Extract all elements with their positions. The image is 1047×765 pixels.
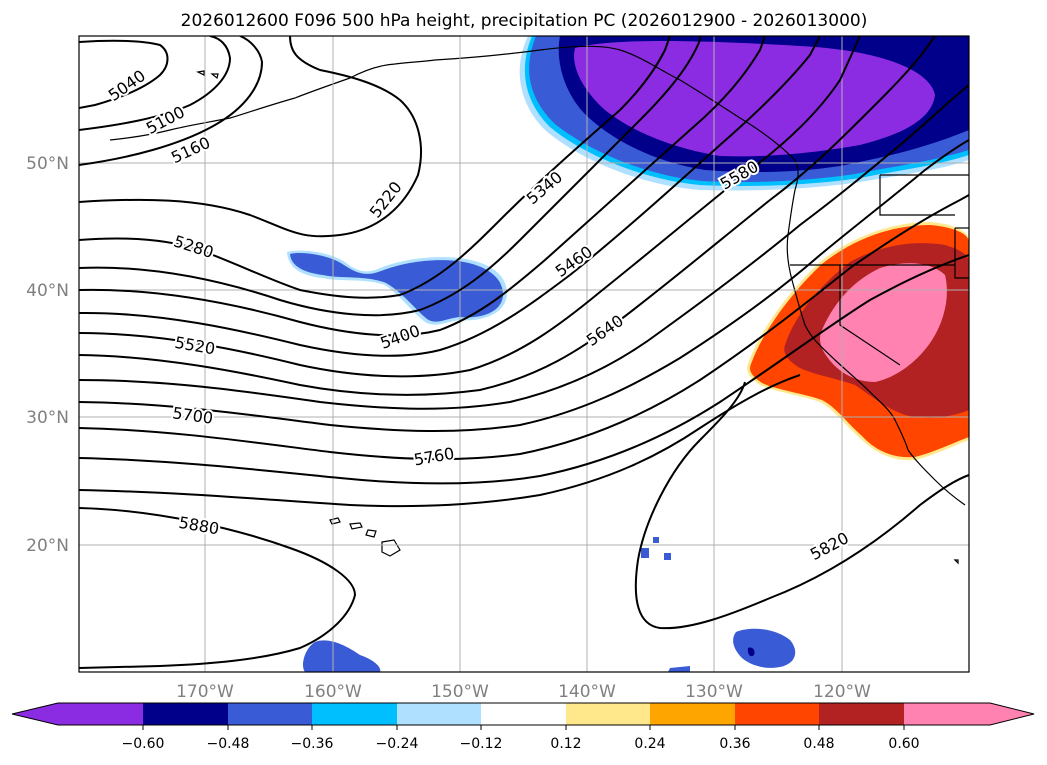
colorbar-segment [312,703,397,725]
coastlines [109,45,969,506]
lat-label-30n: 30°N [26,408,69,428]
colorbar-outline [11,702,1035,726]
latitude-labels: 50°N 40°N 30°N 20°N [26,154,69,556]
colorbar-tick-label: 0.60 [888,736,919,752]
colorbar-tick-label: −0.12 [460,736,503,752]
colorbar-segment [819,703,904,725]
colorbar-segment [650,703,735,725]
lon-label-120w: 120°W [813,682,871,702]
height-contours [79,36,969,669]
colorbar-tick-marks [142,725,905,730]
colorbar-segment [228,703,312,725]
gridlines [79,36,969,672]
lon-label-130w: 130°W [685,682,743,702]
colorbar-tick-label: 0.24 [634,736,665,752]
colorbar-tick-label: 0.48 [803,736,834,752]
colorbar-segment [735,703,819,725]
colorbar-tick-label: −0.60 [122,736,165,752]
colorbar-tick-label: −0.24 [376,736,419,752]
colorbar-segment [904,703,990,725]
colorbar-tick-label: −0.48 [207,736,250,752]
lon-label-170w: 170°W [176,682,234,702]
colorbar-segment [397,703,481,725]
map-panel: 5040 5100 5160 5220 5280 5340 5400 5460 … [79,36,969,672]
figure-title: 2026012600 F096 500 hPa height, precipit… [181,11,868,31]
colorbar-extend-min [12,703,58,725]
longitude-labels: 170°W 160°W 150°W 140°W 130°W 120°W [176,682,871,702]
colorbar-segment [58,703,143,725]
colorbar-tick-label: −0.36 [291,736,334,752]
negative-precip-small-blobs [303,537,796,672]
lat-label-40n: 40°N [26,281,69,301]
colorbar-segment [143,703,228,725]
lat-label-50n: 50°N [26,154,69,174]
map-frame [78,35,970,673]
colorbar-segment [481,703,566,725]
colorbar-tick-label: 0.12 [550,736,581,752]
colorbar-tick-label: 0.36 [719,736,750,752]
lat-label-20n: 20°N [26,536,69,556]
colorbar-tick-labels: −0.60 −0.48 −0.36 −0.24 −0.12 0.12 0.24 … [122,736,920,752]
islands [196,70,959,565]
negative-precip-region-central [287,250,508,325]
lon-label-150w: 150°W [431,682,489,702]
positive-precip-region [747,222,969,461]
lon-label-140w: 140°W [558,682,616,702]
colorbar-extend-max [990,703,1034,725]
colorbar: −0.60 −0.48 −0.36 −0.24 −0.12 0.12 0.24 … [11,702,1035,752]
colorbar-segment [566,703,650,725]
lon-label-160w: 160°W [304,682,362,702]
